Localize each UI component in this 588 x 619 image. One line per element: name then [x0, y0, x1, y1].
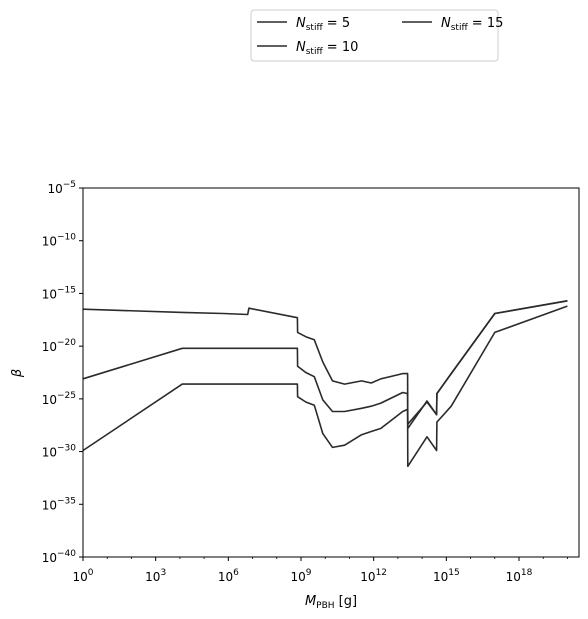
x-tick-label: 1018 [506, 568, 533, 584]
x-axis: 100 103 106 109 1012 1015 1018 [72, 557, 568, 584]
x-tick-label: 106 [218, 568, 239, 584]
series-line-2 [82, 300, 568, 425]
y-tick-label: 10−40 [42, 549, 77, 565]
legend-frame [250, 9, 499, 62]
legend-label-1: Nstiff = 5 [296, 16, 350, 33]
y-tick-label: 10−20 [42, 338, 77, 354]
axes-frame [82, 187, 580, 558]
y-tick-label: 10−5 [47, 180, 76, 196]
y-tick-label: 10−35 [42, 496, 76, 512]
legend-label-3: Nstiff = 15 [441, 16, 503, 33]
y-axis-label: β [10, 369, 25, 378]
x-tick-label: 1012 [360, 568, 387, 584]
plot-area [82, 187, 580, 558]
y-axis: 10−5 10−10 10−15 10−20 10−25 10−30 10−35 10−40 [42, 180, 83, 565]
y-tick-label: 10−15 [42, 285, 76, 301]
series-line-3 [82, 305, 568, 468]
legend: Nstiff = 5 Nstiff = 10 Nstiff = 15 [250, 9, 503, 62]
y-tick-label: 10−10 [42, 233, 77, 249]
x-tick-label: 109 [290, 568, 311, 584]
plot-background [83, 188, 579, 557]
legend-label-2: Nstiff = 10 [296, 40, 358, 57]
x-axis-label: MPBH [g] [305, 594, 357, 611]
y-tick-label: 10−30 [42, 444, 77, 460]
y-tick-label: 10−25 [42, 391, 76, 407]
x-tick-label: 103 [145, 568, 166, 584]
x-tick-label: 100 [72, 568, 93, 584]
x-tick-label: 1015 [433, 568, 460, 584]
series-layer [82, 300, 568, 468]
